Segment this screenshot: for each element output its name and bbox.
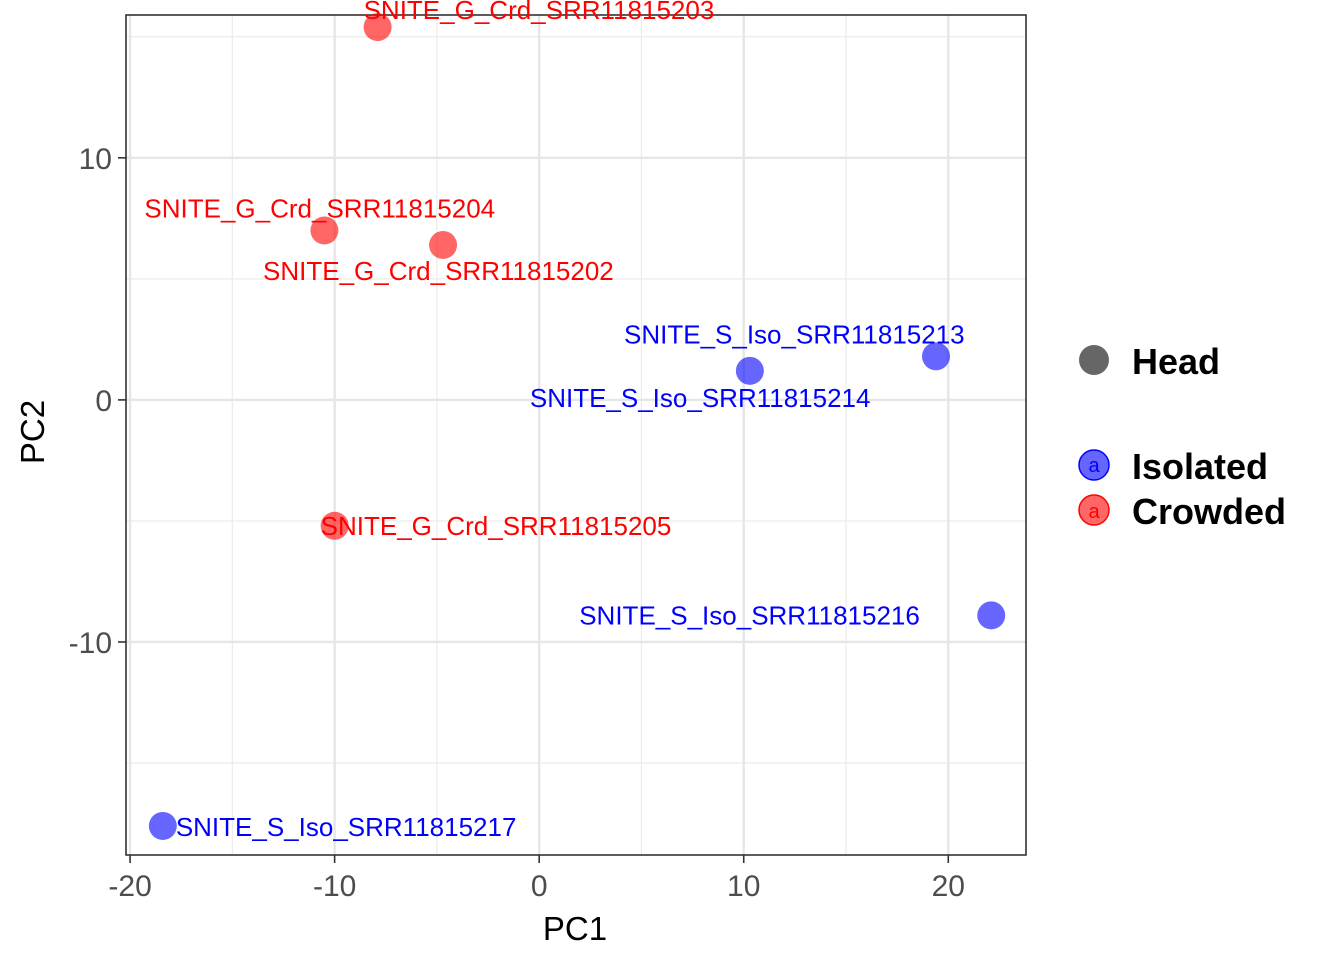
- x-tick-label: -20: [108, 870, 151, 903]
- point-isolated: [148, 811, 177, 840]
- legend-color-key-isolated: [1078, 449, 1110, 481]
- legend-shape-key-head: [1079, 345, 1109, 375]
- legend-color-key-crowded: [1078, 494, 1110, 526]
- x-tick-label: -10: [313, 870, 356, 903]
- point-isolated: [735, 356, 764, 385]
- legend-label-isolated: Isolated: [1132, 446, 1268, 487]
- legend-label-crowded: Crowded: [1132, 491, 1286, 532]
- legend-key-glyph-isolated: a: [1088, 455, 1100, 477]
- x-tick-label: 10: [727, 870, 760, 903]
- point-crowded: [320, 511, 349, 540]
- minor-gridlines: [126, 15, 1026, 855]
- point-crowded: [363, 13, 392, 42]
- point-labels: SNITE_G_Crd_SRR11815203 SNITE_G_Crd_SRR11…: [144, 0, 964, 842]
- point-label-crowded: SNITE_G_Crd_SRR11815204: [144, 193, 495, 223]
- major-gridlines: [126, 15, 1026, 855]
- point-crowded: [429, 230, 458, 259]
- point-label-isolated: SNITE_S_Iso_SRR11815213: [624, 319, 965, 349]
- point-label-crowded: SNITE_G_Crd_SRR11815205: [321, 511, 672, 541]
- y-tick-label: 0: [95, 385, 112, 418]
- point-label-crowded: SNITE_G_Crd_SRR11815203: [364, 0, 715, 25]
- point-isolated: [977, 601, 1006, 630]
- point-label-isolated: SNITE_S_Iso_SRR11815214: [530, 383, 871, 413]
- y-tick-label: 10: [79, 143, 112, 176]
- point-crowded: [310, 216, 339, 245]
- y-tick-label: -10: [69, 627, 112, 660]
- data-points: [148, 13, 1006, 840]
- panel-border: [125, 14, 1027, 856]
- legend: Head a Isolated a Crowded: [1078, 341, 1286, 532]
- point-isolated: [922, 342, 950, 371]
- x-tick-label: 0: [531, 870, 548, 903]
- point-label-isolated: SNITE_S_Iso_SRR11815217: [176, 812, 517, 842]
- point-label-crowded: SNITE_G_Crd_SRR11815202: [263, 256, 614, 286]
- legend-label-head: Head: [1132, 341, 1220, 382]
- legend-key-glyph-crowded: a: [1088, 501, 1100, 523]
- axis-ticks: -20 -10 0 10 20 -10 0 10: [69, 143, 965, 903]
- point-label-isolated: SNITE_S_Iso_SRR11815216: [579, 600, 920, 630]
- y-axis-title: PC2: [14, 400, 51, 464]
- x-axis-title: PC1: [543, 910, 607, 947]
- x-tick-label: 20: [932, 870, 965, 903]
